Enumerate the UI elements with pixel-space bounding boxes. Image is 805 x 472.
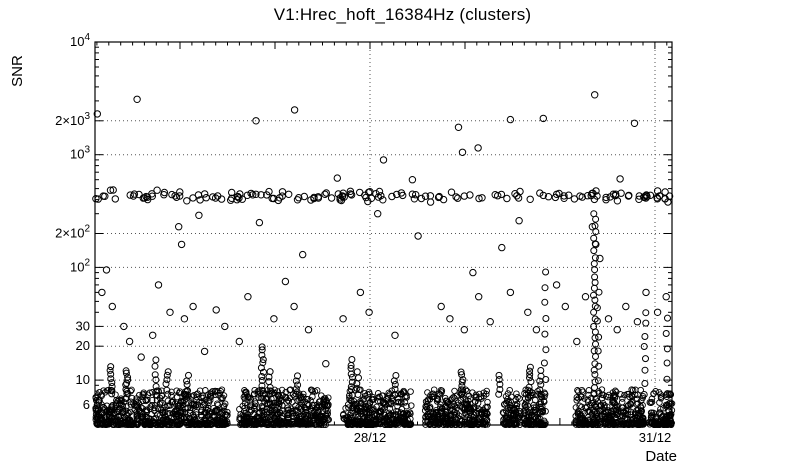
svg-text:31/12: 31/12	[639, 430, 672, 445]
svg-text:6: 6	[83, 397, 90, 412]
svg-text:2×103: 2×103	[55, 111, 90, 128]
svg-text:102: 102	[70, 257, 90, 274]
svg-text:30: 30	[76, 318, 90, 333]
svg-text:10: 10	[76, 372, 90, 387]
svg-text:2×102: 2×102	[55, 224, 90, 241]
svg-text:104: 104	[70, 32, 90, 49]
svg-text:103: 103	[70, 145, 90, 162]
x-axis-label: Date	[645, 448, 677, 465]
svg-text:28/12: 28/12	[354, 430, 387, 445]
svg-text:20: 20	[76, 338, 90, 353]
chart-title: V1:Hrec_hoft_16384Hz (clusters)	[273, 5, 532, 24]
